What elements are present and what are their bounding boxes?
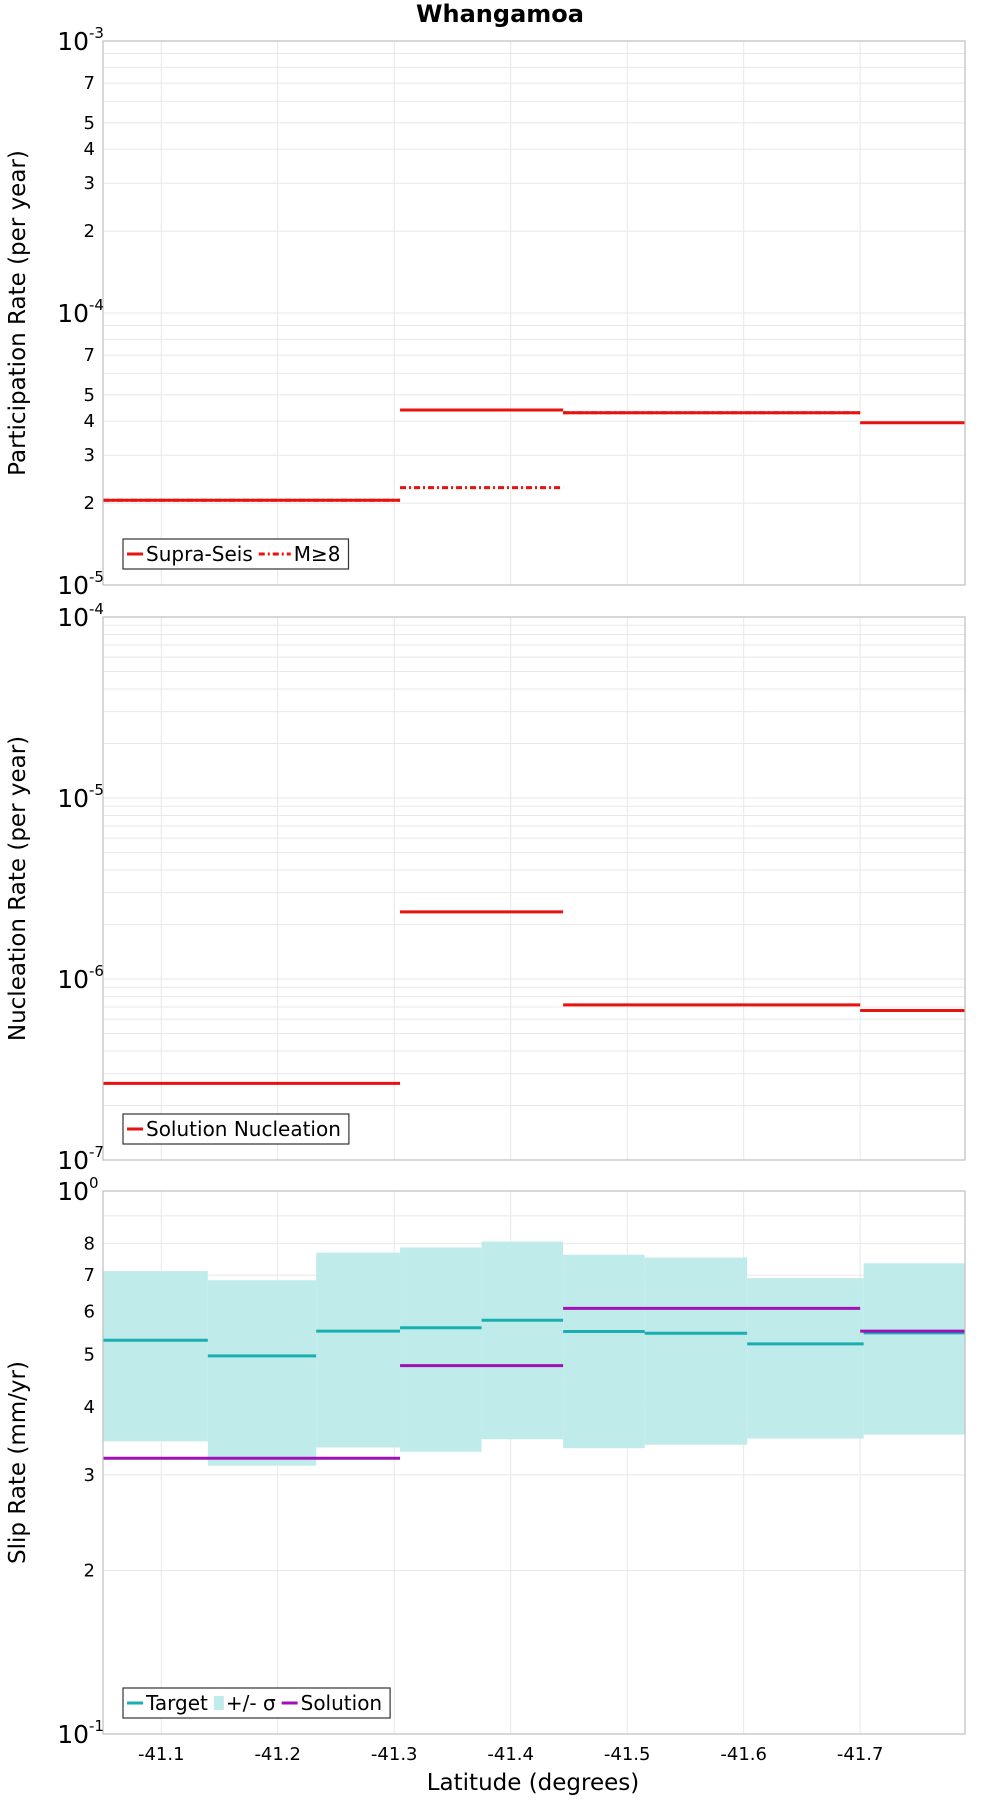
legend: Target +/- σ Solution — [122, 1687, 391, 1719]
plot-frame — [102, 616, 966, 1161]
legend-label: Supra-Seis — [146, 542, 253, 566]
legend-box — [122, 1113, 350, 1145]
y-minor-tick-label: 7 — [84, 73, 95, 94]
x-tick-label: -41.2 — [254, 1744, 301, 1765]
y-major-tick-label: 10 — [57, 1720, 89, 1749]
legend-label: M≥8 — [294, 542, 341, 566]
x-tick-label: -41.7 — [837, 1744, 884, 1765]
legend-label: Target — [145, 1691, 208, 1715]
y-minor-tick-label: 2 — [84, 1561, 95, 1582]
gridlines — [103, 617, 965, 1161]
y-minor-tick-label: 4 — [84, 1397, 95, 1418]
y-major-tick-label: 10 — [57, 1146, 89, 1175]
legend-box — [122, 1687, 391, 1719]
legend-label: Solution Nucleation — [146, 1117, 341, 1141]
legend-box — [122, 538, 350, 570]
plot-frame — [102, 1190, 966, 1735]
x-tick-label: -41.1 — [138, 1744, 185, 1765]
sigma-band-segment — [316, 1252, 401, 1448]
y-axis-title: Nucleation Rate (per year) — [5, 736, 31, 1041]
plot-frame — [102, 40, 966, 586]
y-minor-tick-label: 5 — [84, 1344, 95, 1365]
sigma-band-segment — [644, 1257, 748, 1445]
y-major-tick-exponent: -6 — [89, 962, 104, 980]
y-axis-title: Slip Rate (mm/yr) — [5, 1361, 31, 1564]
x-tick-label: -41.5 — [604, 1744, 651, 1765]
legend-swatch — [213, 1696, 224, 1710]
x-axis: -41.1 -41.2 -41.3 -41.4 -41.5 -41.6 -41.7 — [138, 1744, 883, 1765]
gridlines — [103, 41, 965, 586]
y-minor-tick-label: 6 — [84, 1301, 95, 1322]
y-minor-tick-label: 4 — [84, 139, 95, 160]
y-major-tick-label: 10 — [57, 1177, 89, 1206]
y-minor-tick-label: 5 — [84, 113, 95, 134]
sigma-band-segment — [863, 1263, 965, 1435]
y-major-tick-exponent: -7 — [89, 1143, 104, 1161]
y-major-tick-label: 10 — [57, 571, 89, 600]
x-tick-label: -41.4 — [487, 1744, 534, 1765]
legend: Supra-Seis M≥8 — [122, 538, 350, 570]
sigma-band-segment — [747, 1278, 864, 1439]
y-major-tick-label: 10 — [57, 965, 89, 994]
y-minor-tick-label: 3 — [84, 173, 95, 194]
y-major-tick-exponent: -1 — [89, 1717, 104, 1735]
sigma-band-segment — [103, 1271, 208, 1442]
x-tick-label: -41.3 — [371, 1744, 418, 1765]
y-minor-tick-label: 2 — [84, 221, 95, 242]
legend-label: +/- σ — [226, 1691, 276, 1715]
legend-label: Solution — [301, 1691, 382, 1715]
y-minor-tick-label: 7 — [84, 345, 95, 366]
y-minor-tick-label: 2 — [84, 493, 95, 514]
y-axis-title: Participation Rate (per year) — [5, 150, 31, 476]
y-minor-tick-label: 3 — [84, 1465, 95, 1486]
legend: Solution Nucleation — [122, 1113, 350, 1145]
y-minor-tick-label: 8 — [84, 1234, 95, 1255]
chart-title: Whangamoa — [416, 0, 584, 28]
sigma-band-segment — [400, 1247, 482, 1452]
y-major-tick-exponent: -4 — [89, 296, 104, 314]
y-major-tick-label: 10 — [57, 784, 89, 813]
y-minor-tick-label: 7 — [84, 1265, 95, 1286]
sigma-band-segment — [481, 1241, 564, 1440]
y-major-tick-exponent: -5 — [89, 568, 104, 586]
y-major-tick-label: 10 — [57, 27, 89, 56]
y-minor-tick-label: 3 — [84, 445, 95, 466]
y-minor-tick-label: 4 — [84, 411, 95, 432]
y-major-tick-label: 10 — [57, 603, 89, 632]
y-major-tick-exponent: -4 — [89, 600, 104, 618]
x-tick-label: -41.6 — [720, 1744, 767, 1765]
x-axis-title: Latitude (degrees) — [427, 1770, 640, 1796]
y-minor-tick-label: 5 — [84, 385, 95, 406]
y-major-tick-exponent: 0 — [89, 1174, 99, 1192]
y-major-tick-exponent: -3 — [89, 24, 104, 42]
sigma-band-segment — [563, 1254, 645, 1449]
y-major-tick-label: 10 — [57, 299, 89, 328]
y-major-tick-exponent: -5 — [89, 781, 104, 799]
sigma-band-segment — [207, 1280, 317, 1466]
